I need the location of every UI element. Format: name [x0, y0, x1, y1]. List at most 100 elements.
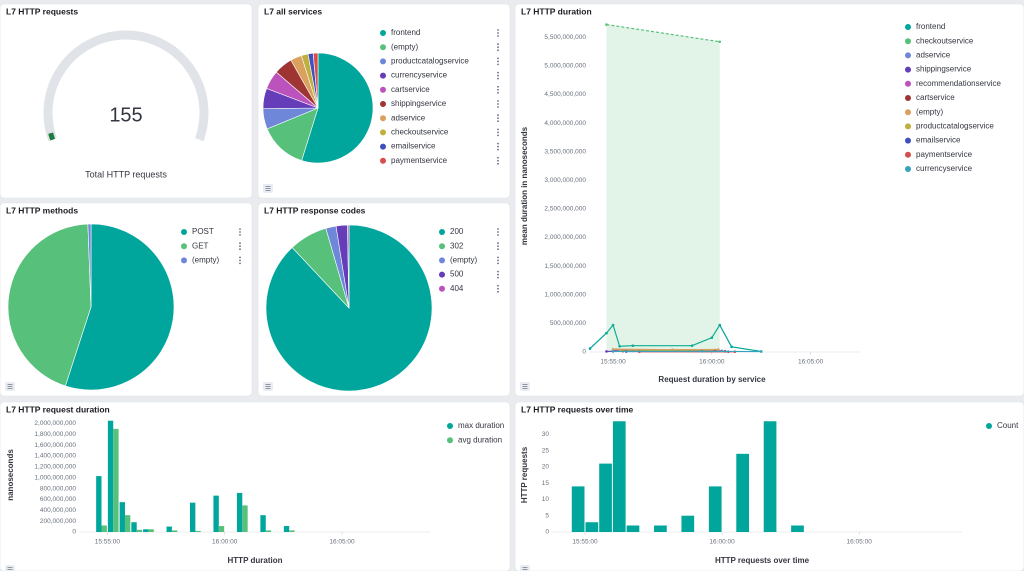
options-icon [497, 276, 499, 279]
legend-toggle [520, 565, 530, 571]
legend-marker [439, 257, 445, 264]
options-icon [497, 228, 499, 230]
options-icon [497, 43, 499, 46]
gauge-fill [48, 132, 56, 141]
options-icon [239, 234, 241, 236]
legend-marker [380, 58, 386, 65]
legend-marker [380, 72, 386, 79]
bar [166, 526, 172, 532]
options-icon [239, 262, 241, 265]
y-tick-label: 1,600,000,000 [34, 442, 76, 449]
options-icon [497, 85, 499, 88]
options-icon [497, 103, 499, 105]
y-axis-title: mean duration in nanoseconds [520, 126, 529, 245]
options-icon [497, 234, 499, 236]
pie-slice [265, 224, 433, 392]
y-tick-label: 20 [542, 464, 550, 471]
series-point [618, 344, 621, 348]
options-icon [497, 49, 499, 52]
legend-label: avg duration [458, 435, 502, 444]
legend-label: emailservice [916, 136, 961, 145]
series-point [611, 323, 615, 327]
bar [136, 529, 143, 532]
bar [736, 453, 750, 532]
pie-slice [64, 223, 175, 391]
y-tick-label: 1,200,000,000 [34, 464, 76, 471]
pie-slice [87, 223, 92, 308]
pie-slice [312, 52, 319, 109]
legend-marker [181, 229, 187, 235]
bar [265, 530, 272, 532]
options-icon [497, 134, 499, 137]
options-icon [497, 248, 499, 251]
series-line [606, 23, 720, 43]
x-tick-label: 15:55:00 [572, 539, 598, 546]
legend-marker [439, 271, 445, 278]
legend-label: (empty) [916, 107, 943, 116]
options-icon [497, 60, 499, 63]
bar [763, 421, 777, 532]
series-point [611, 350, 615, 353]
x-axis-title: HTTP duration [228, 556, 283, 565]
series-point [588, 347, 592, 350]
options-icon [239, 242, 241, 245]
series-line [613, 348, 719, 351]
options-icon [497, 114, 499, 117]
y-tick-label: 2,500,000,000 [544, 206, 586, 213]
panel-title: L7 HTTP requests over time [521, 404, 634, 414]
panel-title: L7 all services [264, 6, 322, 16]
legend-marker [380, 115, 386, 122]
gauge-value: 155 [109, 104, 142, 126]
legend-label: adservice [916, 51, 951, 60]
legend-marker [380, 44, 386, 51]
series-point [605, 331, 608, 335]
legend-label: shippingservice [391, 99, 447, 108]
legend-label: (empty) [450, 256, 477, 265]
legend-marker [380, 30, 386, 36]
bar [654, 525, 667, 532]
bar [148, 529, 154, 532]
legend-label: emailservice [391, 142, 436, 151]
legend-marker [439, 243, 445, 250]
bar [96, 476, 102, 532]
options-icon [497, 245, 499, 248]
legend-label: 404 [450, 284, 464, 293]
legend-marker [380, 101, 386, 107]
legend-marker [439, 229, 445, 235]
series-point [700, 350, 704, 353]
y-tick-label: 200,000,000 [40, 518, 77, 525]
options-icon [497, 290, 499, 293]
options-icon [497, 273, 499, 276]
series-point [730, 345, 733, 349]
options-icon [497, 128, 499, 131]
legend-label: productcatalogservice [916, 122, 994, 131]
bar [107, 420, 114, 532]
legend-marker [905, 38, 911, 45]
bar [242, 505, 248, 532]
options-icon [239, 248, 241, 251]
bar [791, 525, 804, 532]
legend-marker [986, 423, 992, 429]
series-point [710, 336, 714, 339]
legend-label: 500 [450, 270, 464, 279]
legend-marker [380, 157, 386, 164]
bar [189, 502, 196, 532]
y-tick-label: 1,400,000,000 [34, 453, 76, 460]
y-tick-label: 1,500,000,000 [544, 263, 586, 270]
x-tick-label: 16:00:00 [709, 539, 735, 546]
x-axis-title: Request duration by service [658, 375, 766, 384]
series-area [606, 24, 720, 352]
pie-slice [347, 224, 350, 309]
options-icon [497, 120, 499, 123]
legend-label: recommendationservice [916, 79, 1001, 88]
bar [213, 495, 219, 532]
bar [218, 526, 225, 532]
bar [143, 529, 149, 532]
y-tick-label: 30 [542, 431, 550, 438]
options-icon [497, 162, 499, 165]
y-tick-label: 5,000,000,000 [544, 63, 586, 70]
options-icon [239, 256, 241, 259]
y-tick-label: 0 [582, 349, 586, 356]
panel [514, 3, 1024, 397]
options-icon [497, 35, 499, 37]
